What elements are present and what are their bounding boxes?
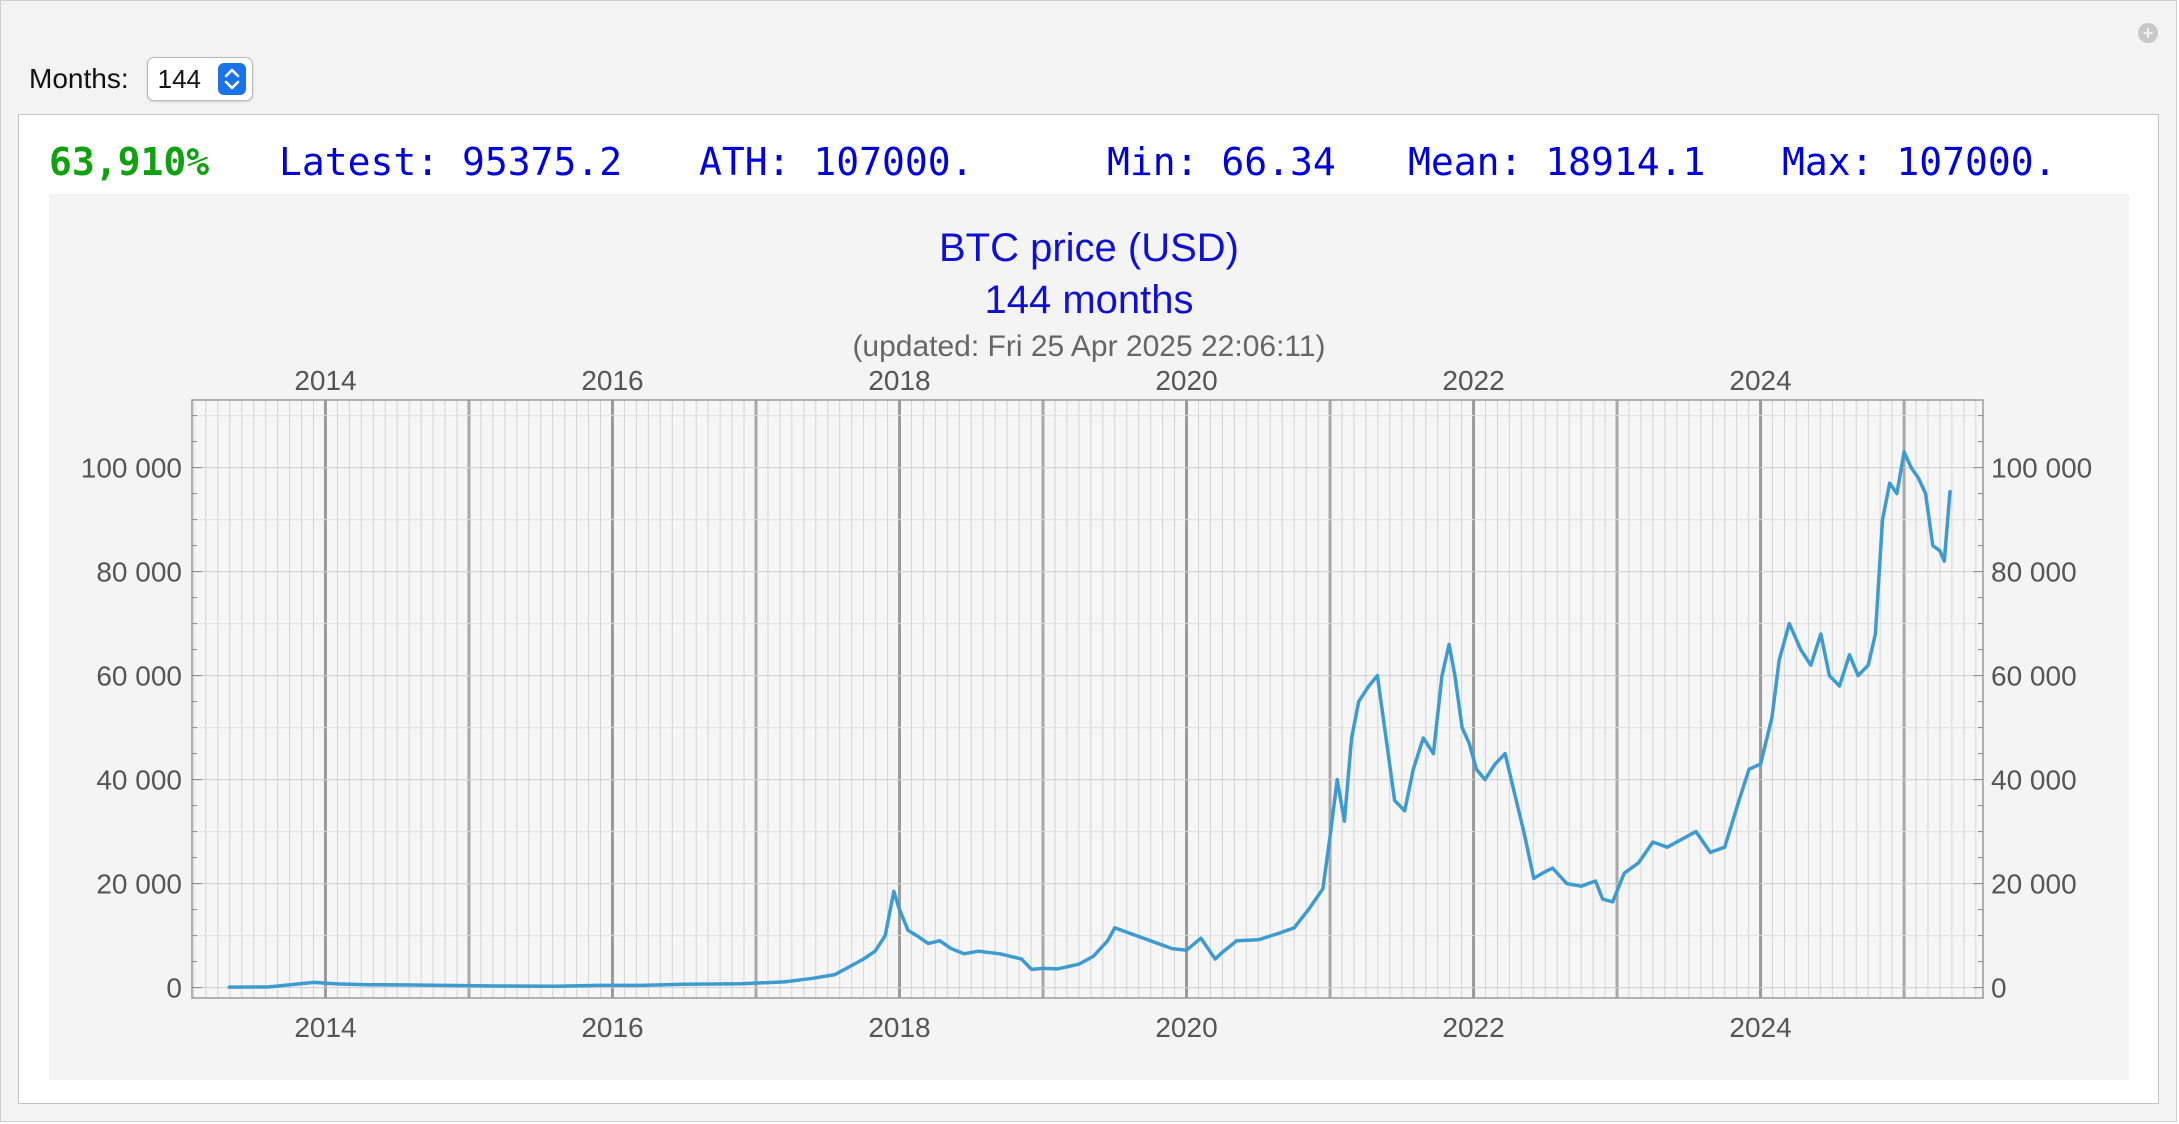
- x-tick-label-top: 2018: [868, 365, 930, 396]
- y-tick-label-right: 80 000: [1991, 557, 2077, 588]
- x-tick-label-top: 2024: [1729, 365, 1791, 396]
- y-tick-label-left: 20 000: [96, 869, 182, 900]
- chart-subtitle: 144 months: [984, 278, 1194, 322]
- y-tick-label-left: 60 000: [96, 661, 182, 692]
- x-tick-label-top: 2022: [1442, 365, 1504, 396]
- max-price: Max: 107000.: [1782, 140, 2057, 184]
- months-label: Months:: [29, 63, 129, 94]
- plus-circle-icon[interactable]: +: [2138, 23, 2158, 43]
- months-control: Months: 144: [29, 57, 253, 101]
- plot-frame: [191, 399, 1984, 999]
- x-tick-label-bottom: 2016: [581, 1012, 643, 1043]
- months-value: 144: [157, 63, 201, 94]
- grid-lines: [192, 400, 1983, 998]
- chart-updated-note: (updated: Fri 25 Apr 2025 22:06:11): [852, 330, 1326, 363]
- min-price: Min: 66.34: [1107, 140, 1336, 184]
- price-series-line: [227, 450, 1952, 989]
- x-tick-label-bottom: 2022: [1442, 1012, 1504, 1043]
- x-tick-label-top: 2014: [294, 365, 356, 396]
- x-tick-label-top: 2020: [1155, 365, 1217, 396]
- y-tick-label-left: 100 000: [81, 453, 182, 484]
- mean-price: Mean: 18914.1: [1408, 140, 1706, 184]
- y-tick-label-right: 20 000: [1991, 869, 2077, 900]
- y-tick-label-right: 100 000: [1991, 453, 2092, 484]
- x-tick-label-bottom: 2014: [294, 1012, 356, 1043]
- up-down-chevron-icon: [217, 63, 246, 95]
- months-select[interactable]: 144: [146, 57, 253, 101]
- y-tick-label-right: 40 000: [1991, 765, 2077, 796]
- percent-change: 63,910%: [49, 140, 210, 184]
- plot-area: [192, 400, 1983, 998]
- latest-price: Latest: 95375.2: [279, 140, 623, 184]
- ath-price: ATH: 107000.: [699, 140, 974, 184]
- x-tick-label-top: 2016: [581, 365, 643, 396]
- x-tick-label-bottom: 2024: [1729, 1012, 1791, 1043]
- y-tick-label-left: 0: [166, 973, 182, 1004]
- stats-bar: 63,910% Latest: 95375.2 ATH: 107000. Min…: [49, 140, 2057, 184]
- y-tick-label-left: 40 000: [96, 765, 182, 796]
- y-tick-label-right: 60 000: [1991, 661, 2077, 692]
- y-tick-label-left: 80 000: [96, 557, 182, 588]
- x-tick-label-bottom: 2018: [868, 1012, 930, 1043]
- chart-title: BTC price (USD): [938, 226, 1240, 270]
- y-tick-label-right: 0: [1991, 973, 2007, 1004]
- x-tick-label-bottom: 2020: [1155, 1012, 1217, 1043]
